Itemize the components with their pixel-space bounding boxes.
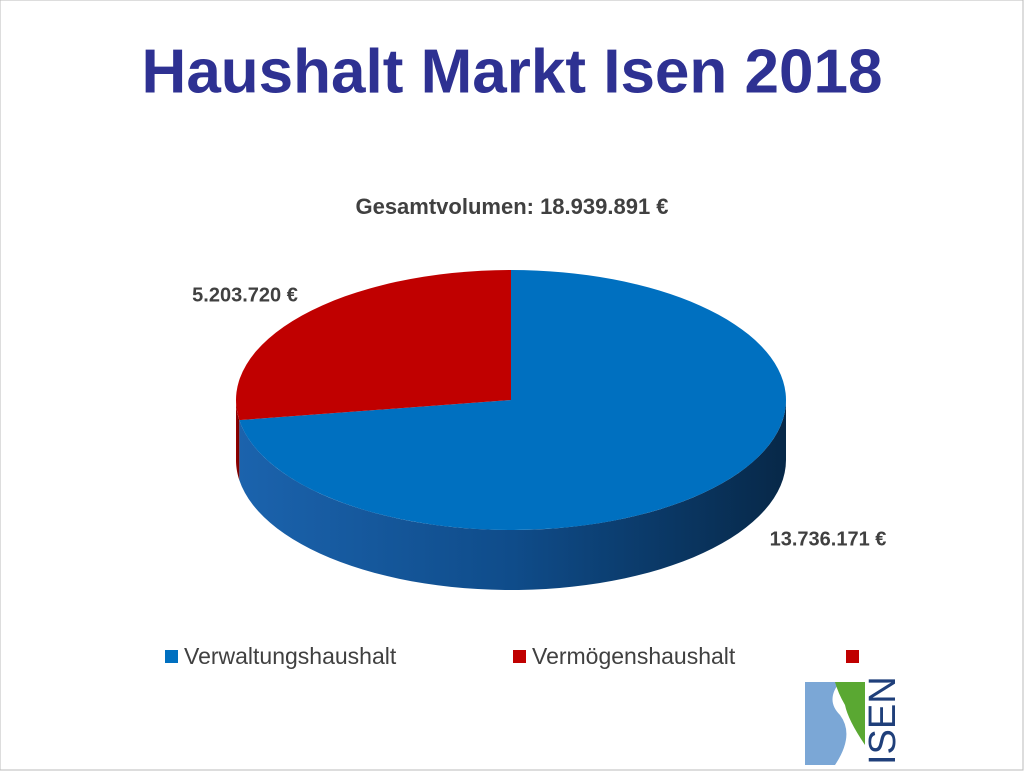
legend: Verwaltungshaushalt Vermögenshaushalt [165,643,736,669]
legend-label: Verwaltungshaushalt [184,643,397,669]
logo-green [835,682,865,745]
logo: ISEN [805,676,904,765]
title: Haushalt Markt Isen 2018 [142,37,883,106]
pie-chart: 13.736.171 € 5.203.720 € [192,270,886,590]
legend-swatch [165,650,178,663]
subtitle: Gesamtvolumen: 18.939.891 € [355,194,668,219]
legend-label: Vermögenshaushalt [532,643,736,669]
logo-blue [805,682,847,765]
legend-swatch-extra [846,650,859,663]
pie-slice [236,270,511,421]
pie-side [236,400,240,481]
value-label: 13.736.171 € [770,528,887,550]
legend-swatch [513,650,526,663]
value-label: 5.203.720 € [192,284,298,306]
pie-side [239,400,787,590]
pie-slice [239,270,787,531]
logo-text: ISEN [862,676,904,765]
